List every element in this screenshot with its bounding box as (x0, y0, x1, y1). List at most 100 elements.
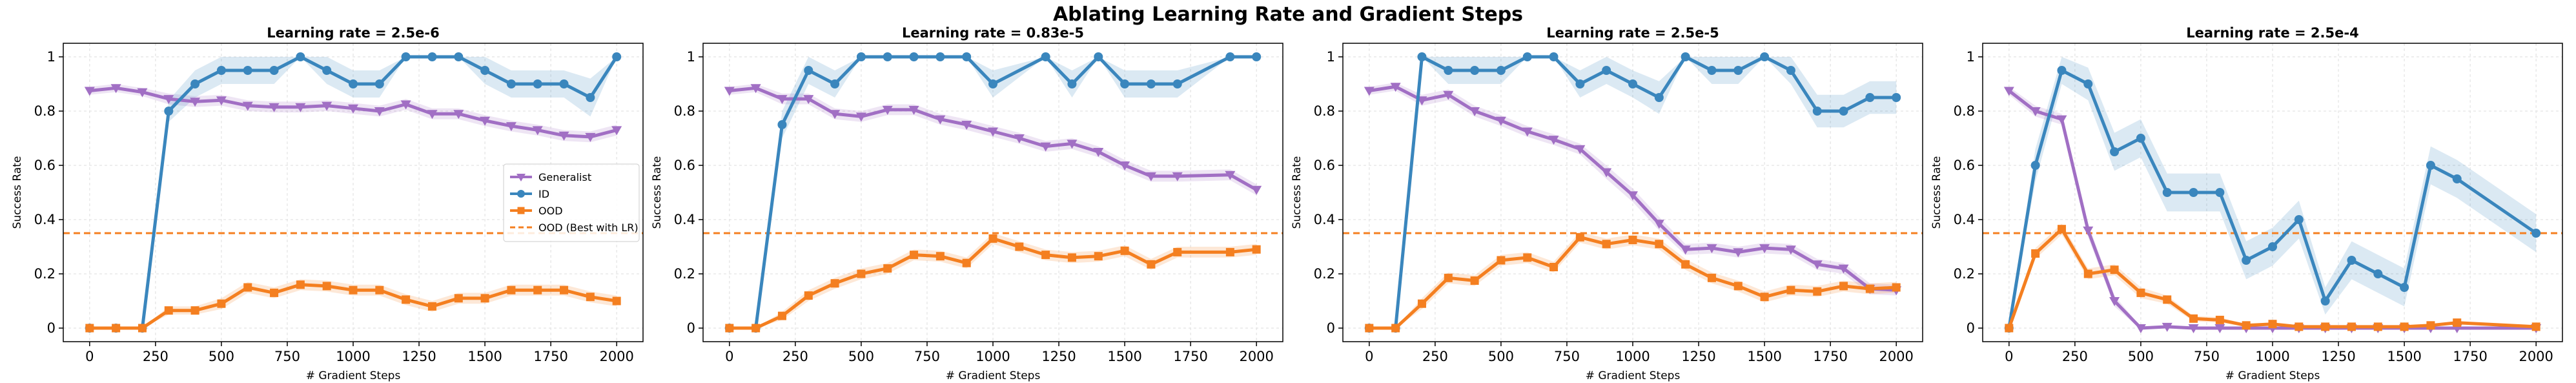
data-point-id (1786, 66, 1795, 75)
data-point-generalist (724, 87, 735, 96)
y-tick-label: 0.6 (34, 158, 56, 173)
x-tick-label: 1000 (336, 349, 370, 364)
x-axis-label: # Gradient Steps (306, 369, 401, 382)
data-point-ood (2005, 324, 2014, 333)
y-tick-label: 0.2 (1954, 266, 1975, 282)
data-point-generalist (2030, 107, 2041, 116)
data-point-generalist (1443, 90, 1454, 100)
data-point-id (2110, 147, 2120, 156)
data-point-id (243, 66, 252, 75)
y-tick-label: 0 (1967, 320, 1975, 336)
data-point-generalist (1653, 220, 1664, 229)
data-point-generalist (2003, 87, 2014, 96)
data-point-id (612, 52, 622, 61)
data-point-ood (2110, 265, 2119, 274)
data-point-generalist (2188, 324, 2199, 333)
data-point-generalist (400, 100, 411, 110)
legend-label: OOD (Best with LR) (538, 222, 639, 234)
x-tick-label: 1750 (533, 349, 567, 364)
data-point-ood (2242, 321, 2251, 330)
data-point-ood (1015, 242, 1024, 251)
data-point-ood (1173, 247, 1182, 256)
data-point-ood (2215, 315, 2224, 324)
data-point-generalist (269, 103, 280, 112)
data-point-generalist (882, 105, 893, 115)
data-point-generalist (427, 110, 438, 119)
data-point-ood (1444, 273, 1453, 282)
data-point-id (2162, 188, 2172, 197)
data-point-generalist (1838, 264, 1849, 274)
data-point-ood (85, 324, 94, 333)
data-point-ood (830, 279, 839, 288)
data-point-id (374, 79, 384, 88)
x-axis-label: # Gradient Steps (2225, 369, 2320, 382)
data-point-id (586, 93, 595, 102)
series-line-ood (729, 236, 1257, 330)
panel-title: Learning rate = 0.83e-5 (902, 25, 1084, 41)
data-point-id (1602, 66, 1611, 75)
data-point-ood (988, 234, 997, 243)
data-point-id (2426, 161, 2435, 170)
data-point-id (1225, 52, 1235, 61)
data-point-generalist (374, 107, 385, 116)
panel-title: Learning rate = 2.5e-4 (2186, 25, 2358, 41)
data-point-generalist (1628, 191, 1638, 201)
x-tick-label: 1250 (1681, 349, 1715, 364)
data-point-generalist (242, 101, 253, 111)
data-point-generalist (348, 104, 358, 114)
data-point-ood (112, 324, 121, 333)
data-point-ood (1839, 282, 1848, 291)
data-point-id (804, 66, 813, 75)
data-point-id (2242, 256, 2251, 265)
data-point-ood (480, 294, 489, 303)
y-tick-label: 0.4 (34, 212, 56, 227)
data-point-ood (2268, 320, 2277, 329)
data-point-id (856, 52, 866, 61)
data-point-id (1172, 79, 1182, 88)
data-point-generalist (322, 101, 332, 111)
x-tick-label: 500 (2128, 349, 2154, 364)
data-point-ood (1391, 324, 1400, 333)
x-tick-label: 500 (209, 349, 234, 364)
chart-panel-4: Learning rate = 2.5e-4 0 250 500 750 1000 1250… (1930, 25, 2563, 382)
y-axis-label: Success Rate (11, 156, 24, 229)
data-point-id (1496, 66, 1506, 75)
x-tick-label: 1000 (2255, 349, 2289, 364)
data-point-id (962, 52, 972, 61)
data-point-id (2452, 174, 2462, 183)
data-point-ood (2347, 322, 2356, 331)
x-tick-label: 250 (2062, 349, 2088, 364)
y-axis-label: Success Rate (651, 156, 664, 229)
data-point-id (1444, 66, 1453, 75)
data-point-generalist (908, 105, 919, 115)
data-point-ood (1147, 260, 1156, 269)
x-tick-label: 1000 (976, 349, 1010, 364)
data-point-id (1812, 107, 1822, 116)
data-point-id (506, 79, 516, 88)
data-point-generalist (2214, 324, 2225, 333)
x-tick-label: 0 (2005, 349, 2013, 364)
data-point-id (1041, 52, 1050, 61)
data-point-generalist (1119, 161, 1130, 171)
data-point-id (2215, 188, 2225, 197)
chart-panel-2: Learning rate = 0.83e-5 0 250 500 750 1000 125… (651, 25, 1283, 382)
x-axis-label: # Gradient Steps (1586, 369, 1681, 382)
x-tick-label: 0 (1365, 349, 1373, 364)
chart-panel-3: Learning rate = 2.5e-5 0 250 500 750 1000 1250… (1291, 25, 1923, 382)
y-axis-label: Success Rate (1930, 156, 1943, 229)
data-point-ood (1628, 236, 1637, 244)
x-tick-label: 1250 (402, 349, 436, 364)
data-point-ood (190, 306, 199, 315)
data-point-ood (2057, 225, 2066, 234)
x-tick-label: 2000 (1879, 349, 1913, 364)
data-point-ood (751, 324, 761, 333)
data-point-ood (1760, 293, 1769, 302)
data-point-generalist (1145, 172, 1156, 181)
data-point-ood (560, 285, 569, 295)
data-point-generalist (1575, 145, 1586, 154)
data-point-ood (586, 293, 595, 302)
data-point-ood (883, 264, 892, 273)
data-point-ood (2531, 322, 2540, 331)
data-point-ood (1120, 246, 1129, 255)
